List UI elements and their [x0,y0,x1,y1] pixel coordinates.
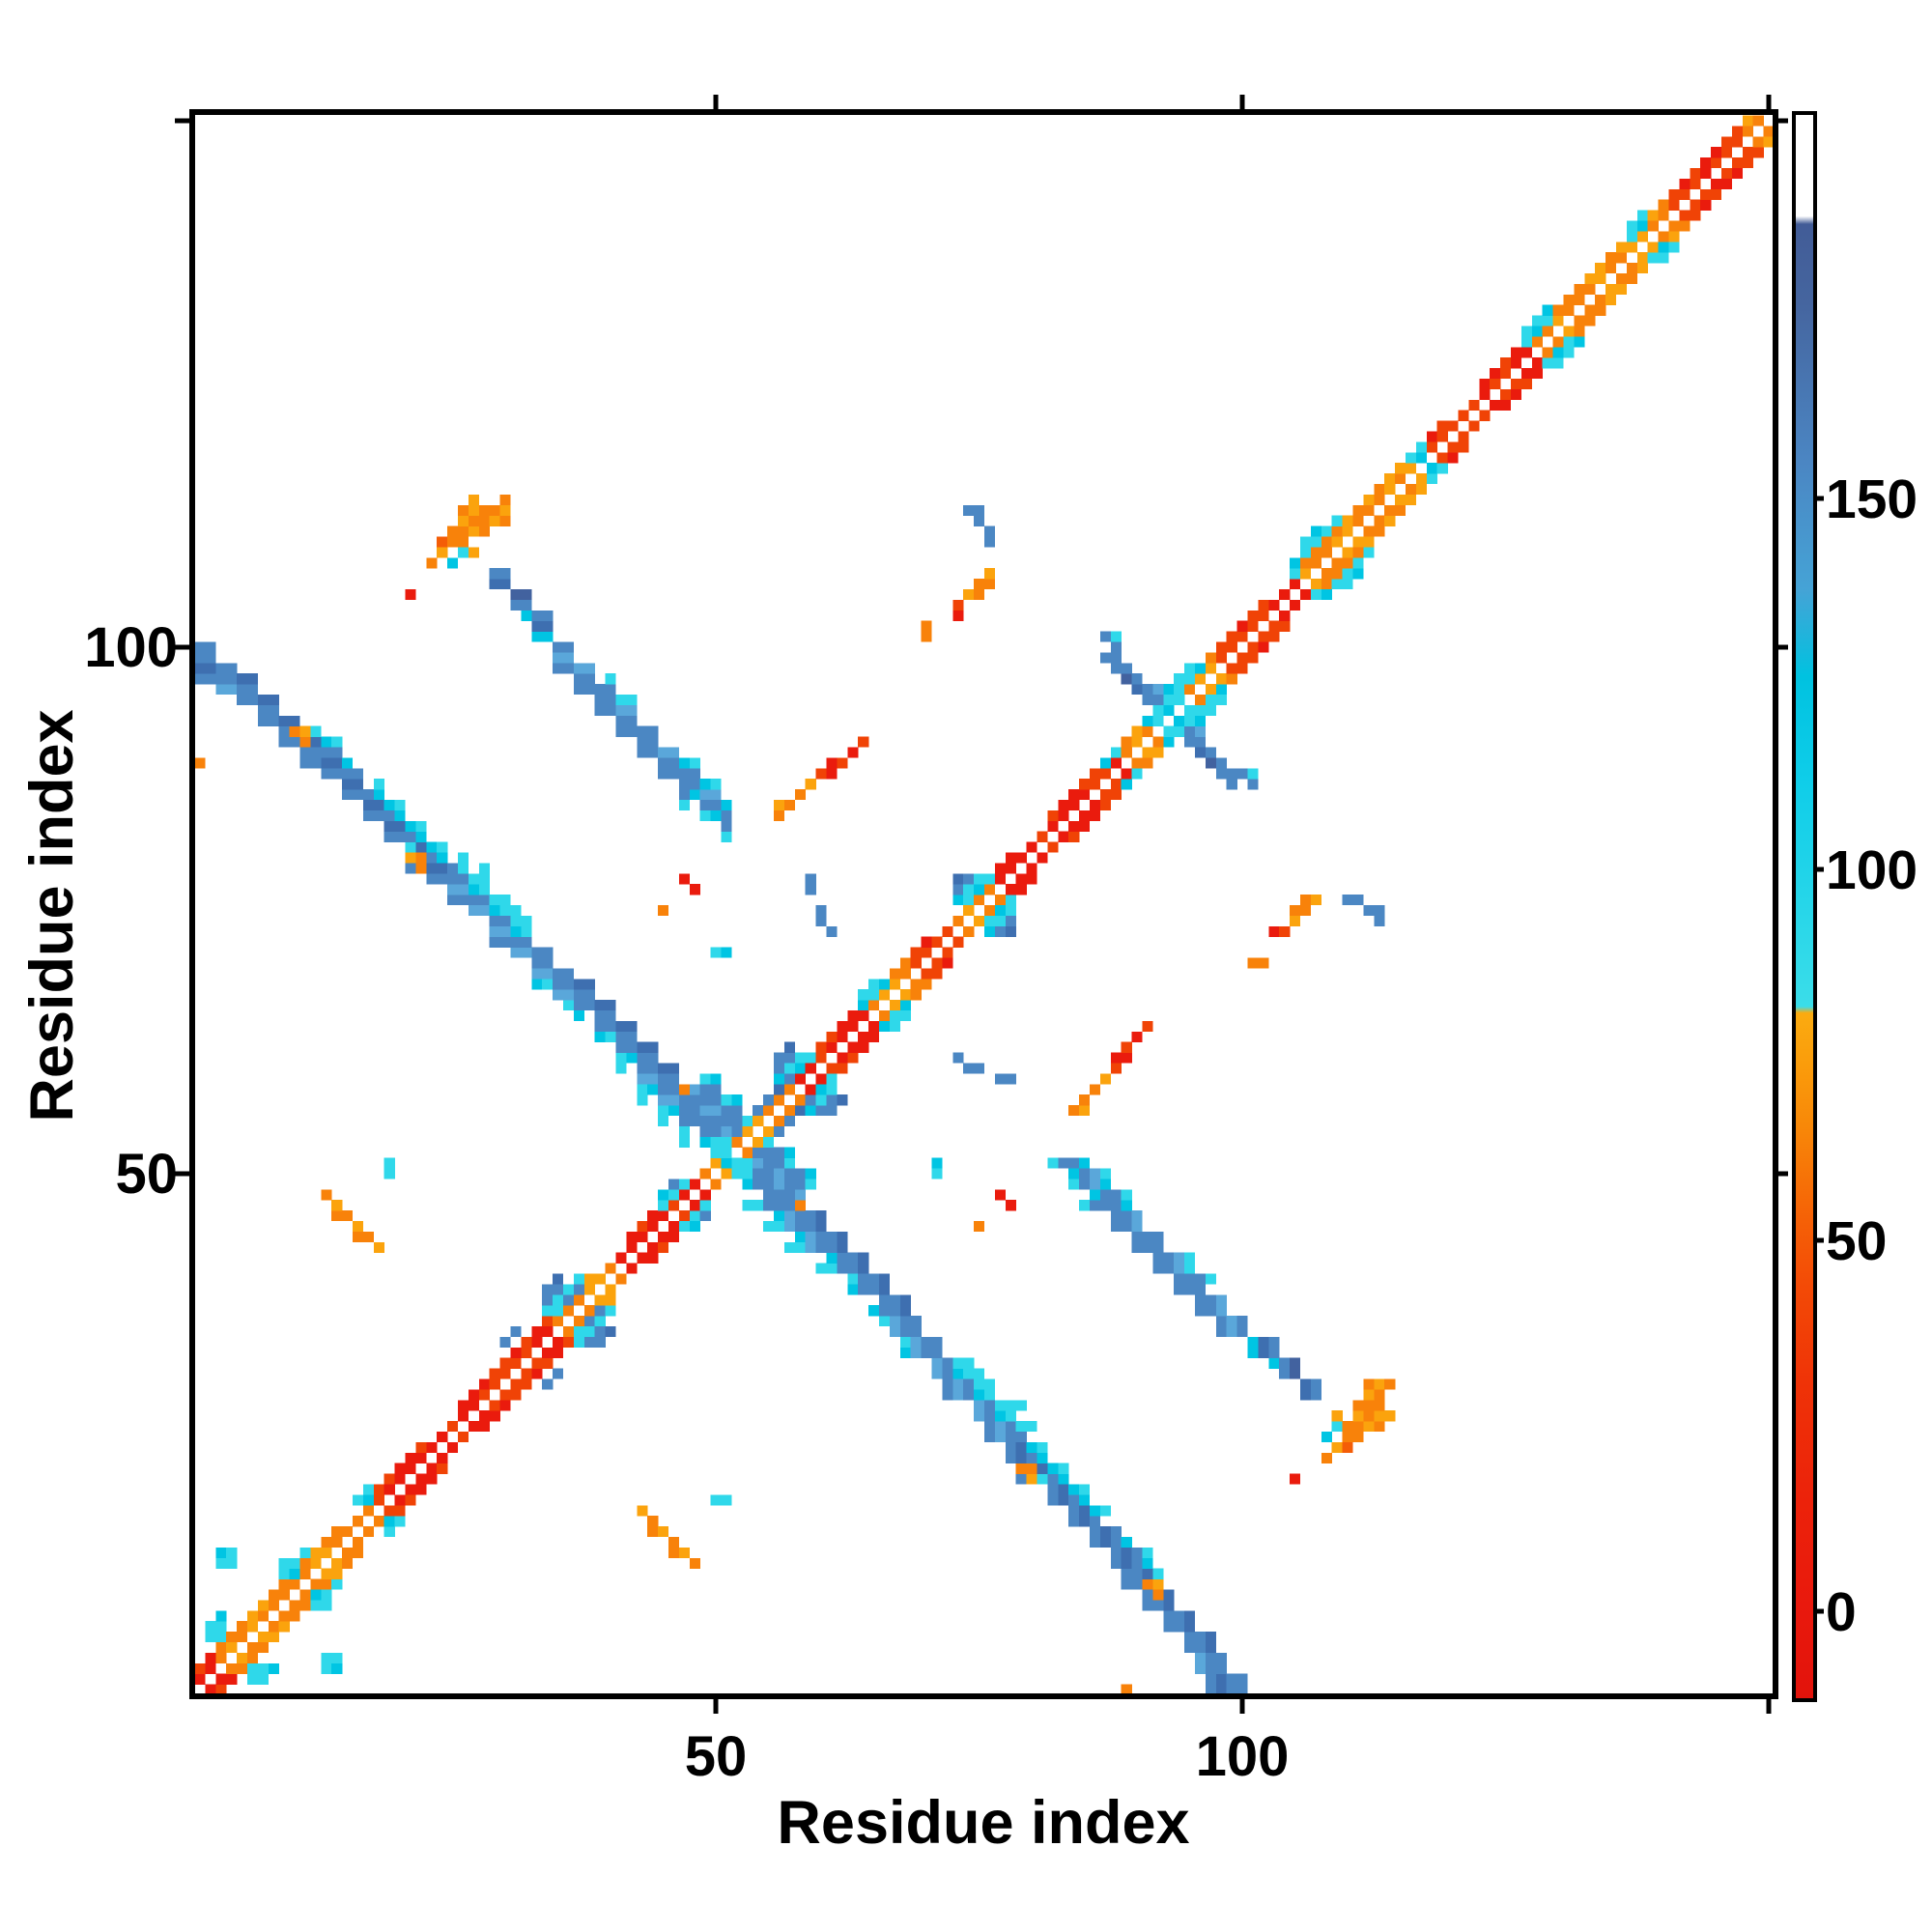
svg-text:0: 0 [1826,1581,1857,1643]
svg-text:100: 100 [1196,1725,1290,1788]
svg-text:100: 100 [1826,839,1918,901]
svg-text:50: 50 [115,1143,178,1206]
svg-text:100: 100 [84,616,178,679]
svg-text:50: 50 [1826,1210,1887,1272]
svg-text:50: 50 [685,1725,748,1788]
svg-text:Residue index: Residue index [18,709,86,1122]
svg-text:150: 150 [1826,469,1918,530]
svg-text:Residue index: Residue index [777,1789,1189,1857]
